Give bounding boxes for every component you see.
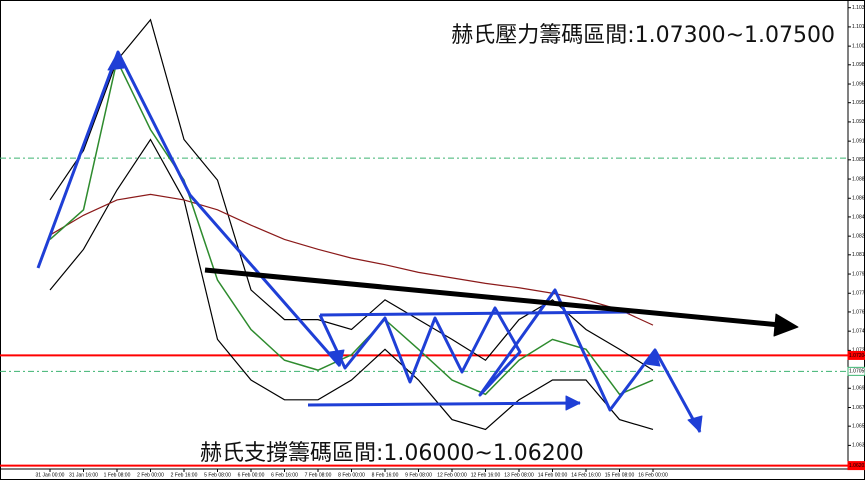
x-tick-label: 31 Jan 16:00 <box>69 472 98 478</box>
series-line <box>49 18 654 371</box>
level-badge <box>847 461 865 471</box>
arrow-head <box>565 395 581 411</box>
x-tick-label: 8 Feb 16:00 <box>372 472 399 478</box>
channel-top <box>319 310 631 317</box>
y-tick-label: 1.09850 <box>852 62 865 68</box>
y-tick-label: 1.09675 <box>852 81 865 87</box>
x-tick-label: 6 Feb 16:00 <box>271 472 298 478</box>
x-tick-label: 31 Jan 00:00 <box>36 472 65 478</box>
x-tick-label: 5 Feb 08:00 <box>204 472 231 478</box>
y-tick-label: 1.10020 <box>852 43 865 49</box>
x-tick-label: 6 Feb 00:00 <box>238 472 265 478</box>
y-tick-label: 1.08810 <box>852 176 865 182</box>
y-tick-label: 1.10370 <box>852 5 865 11</box>
channel-bottom <box>307 401 581 407</box>
x-tick-label: 14 Feb 16:00 <box>571 472 601 478</box>
level-badge <box>847 366 865 376</box>
level-label: 1.07059 <box>849 369 865 375</box>
y-tick-label: 1.06560 <box>852 423 865 429</box>
y-tick-label: 1.10195 <box>852 24 865 30</box>
y-tick-label: 1.08985 <box>852 157 865 163</box>
arrow-head <box>329 349 345 367</box>
trend-arrow <box>36 50 342 367</box>
arrow-head <box>107 51 125 71</box>
level-badge <box>847 350 865 360</box>
annotation-drawing <box>36 50 799 433</box>
x-tick-label: 8 Feb 00:00 <box>338 472 365 478</box>
resistance-note: 赫氏壓力籌碼區間:1.07300~1.07500 <box>451 23 835 48</box>
y-tick-label: 1.08120 <box>852 252 865 258</box>
arrow-head <box>645 349 661 367</box>
y-tick-label: 1.07425 <box>852 328 865 334</box>
series-line <box>49 138 654 431</box>
x-tick-label: 1 Feb 08:00 <box>104 472 131 478</box>
y-tick-label: 1.06905 <box>852 386 865 392</box>
x-tick-label: 13 Feb 08:00 <box>504 472 534 478</box>
level-label: 1.07204 <box>849 353 865 359</box>
x-tick-label: 16 Feb 00:00 <box>638 472 668 478</box>
y-tick-label: 1.09505 <box>852 100 865 106</box>
y-tick-label: 1.08465 <box>852 214 865 220</box>
y-tick-label: 1.07250 <box>852 348 865 354</box>
y-tick-label: 1.06730 <box>852 405 865 411</box>
resistance-arrow <box>204 267 781 328</box>
y-tick-label: 1.07600 <box>852 309 865 315</box>
y-tick-label: 1.07945 <box>852 271 865 277</box>
y-tick-label: 1.09155 <box>852 138 865 144</box>
series-line <box>49 58 654 396</box>
x-tick-label: 12 Feb 16:00 <box>471 472 501 478</box>
zigzag <box>318 288 702 433</box>
y-tick-label: 1.06385 <box>852 443 865 449</box>
arrow-head <box>687 415 703 433</box>
x-tick-label: 14 Feb 00:00 <box>538 472 568 478</box>
support-note: 赫氏支撐籌碼區間:1.06000~1.06200 <box>200 441 584 466</box>
x-tick-label: 2 Feb 00:00 <box>137 472 164 478</box>
y-tick-label: 1.08635 <box>852 196 865 202</box>
y-tick-label: 1.09330 <box>852 119 865 125</box>
x-tick-label: 12 Feb 00:00 <box>437 472 467 478</box>
y-tick-label: 1.08290 <box>852 233 865 239</box>
arrow-head <box>773 313 799 337</box>
y-tick-label: 1.07770 <box>852 291 865 297</box>
x-tick-label: 2 Feb 16:00 <box>171 472 198 478</box>
x-tick-label: 7 Feb 08:00 <box>305 472 332 478</box>
x-tick-label: 9 Feb 08:00 <box>405 472 432 478</box>
x-tick-label: 15 Feb 08:00 <box>605 472 635 478</box>
